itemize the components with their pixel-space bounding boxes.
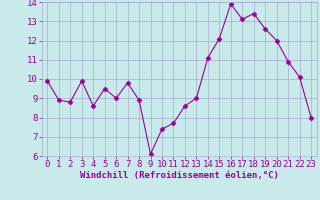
X-axis label: Windchill (Refroidissement éolien,°C): Windchill (Refroidissement éolien,°C) [80,171,279,180]
